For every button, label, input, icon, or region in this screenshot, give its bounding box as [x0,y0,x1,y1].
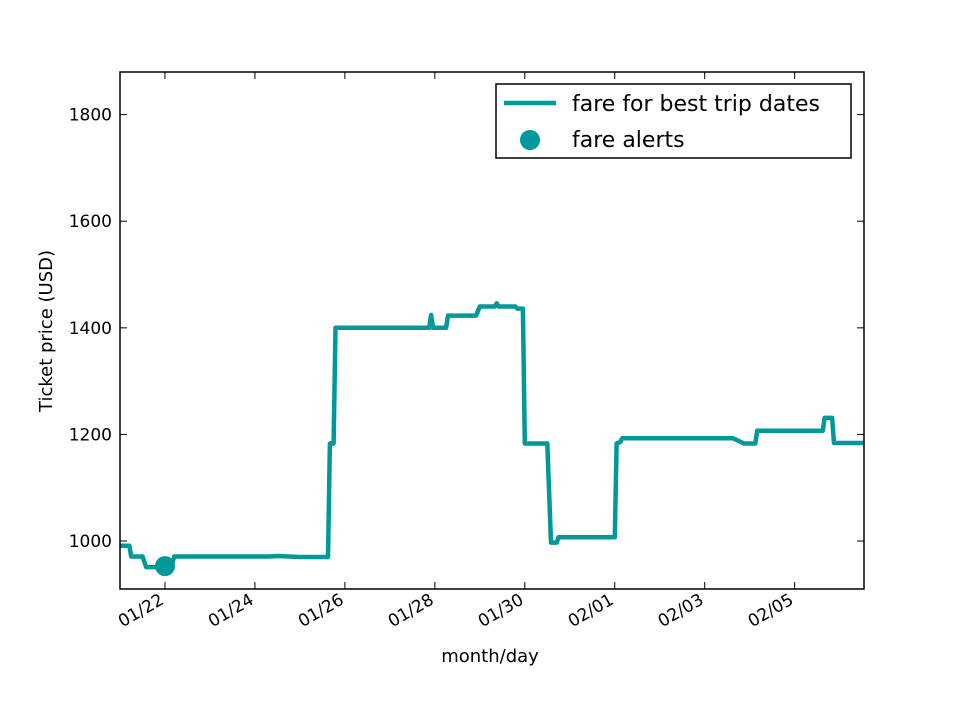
y-tick-label: 1000 [69,532,112,552]
y-axis: 1000 1200 1400 1600 1800 [69,106,864,552]
y-tick-label: 1600 [69,212,112,232]
plot-frame [119,71,865,590]
fare-alert-point [155,556,175,577]
legend: fare for best trip dates fare alerts [495,83,852,159]
fare-series-line [120,301,864,570]
y-tick-label: 1800 [69,106,112,126]
legend-entry-alerts: fare alerts [572,128,685,153]
legend-entry-fare: fare for best trip dates [572,92,820,117]
series-line-layer [120,301,864,570]
alert-points-layer [155,556,175,577]
legend-box [495,83,852,159]
legend-marker-swatch [520,130,540,150]
y-axis-label: Ticket price (USD) [36,250,57,413]
y-tick-label: 1200 [69,425,112,445]
y-tick-label: 1400 [69,319,112,339]
x-axis-label: month/day [441,646,539,667]
